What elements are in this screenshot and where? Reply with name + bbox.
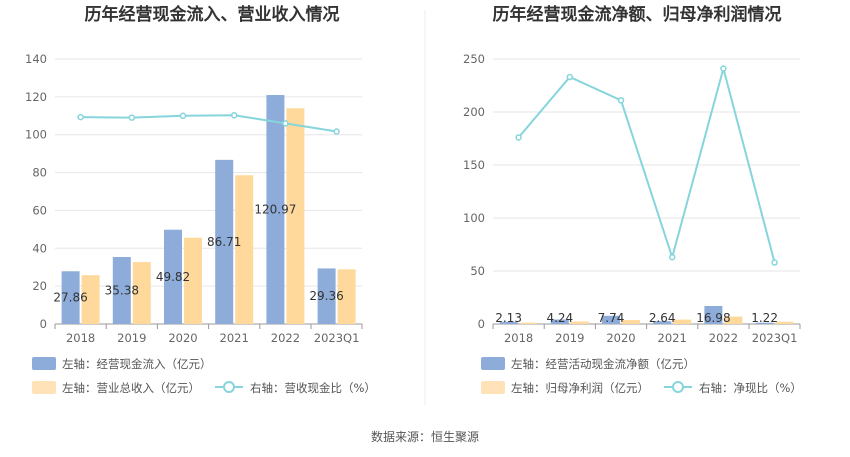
x-tick-label: 2020 [168, 331, 197, 345]
bar-data-label: 120.97 [254, 203, 296, 217]
bar-secondary [184, 237, 202, 324]
y-tick-label: 50 [470, 264, 485, 278]
bar-data-label: 2.64 [649, 311, 676, 325]
ratio-line [80, 114, 337, 133]
legend-swatch-bar-secondary [32, 381, 56, 394]
bar-primary [215, 159, 234, 324]
bar-data-label: 1.22 [751, 311, 778, 325]
legend-line-marker [672, 381, 684, 393]
bar-primary [602, 315, 620, 324]
bar-data-label: 49.82 [156, 270, 190, 284]
ratio-point [128, 114, 136, 121]
ratio-point [230, 111, 238, 119]
bar-primary [653, 321, 672, 324]
bar-secondary [570, 321, 589, 324]
bar-data-label: 2.13 [495, 311, 522, 325]
bar-primary [317, 268, 336, 324]
x-tick-label: 2021 [658, 331, 687, 345]
ratio-point [77, 113, 84, 121]
ratio-point [333, 128, 340, 135]
left-chart: 0 20 40 60 80 100 120 140 2018 2019 2020 2021 2022 20… [25, 52, 363, 345]
bar-secondary [132, 262, 151, 324]
right-chart: 0 50 100 150 200 250 2018 2019 2020 2021 2022 2023Q… [463, 52, 801, 345]
bar-data-label: 4.24 [546, 311, 573, 325]
bar-data-label: 86.71 [207, 235, 241, 249]
x-tick-label: 2018 [504, 331, 533, 345]
legend-swatch-bar-primary [481, 357, 505, 370]
bar-secondary [673, 319, 692, 324]
ratio-point [617, 97, 625, 104]
bar-secondary [81, 275, 100, 324]
bar-secondary [235, 175, 254, 324]
y-tick-label: 100 [463, 211, 485, 225]
bar-primary [266, 95, 285, 324]
x-tick-label: 2018 [66, 331, 95, 345]
ratio-point [668, 253, 676, 261]
bar-secondary [519, 322, 538, 324]
bar-secondary [775, 321, 794, 324]
bar-secondary [622, 320, 640, 324]
ratio-point [566, 73, 574, 81]
bar-secondary [286, 108, 305, 324]
bar-data-label: 27.86 [53, 291, 87, 305]
y-tick-label: 0 [40, 317, 47, 331]
x-tick-label: 2019 [555, 331, 584, 345]
legend-label: 左轴：归母净利润（亿元） [511, 381, 649, 395]
ratio-line [517, 64, 776, 263]
legend-swatch-bar-primary [32, 357, 56, 370]
bar-primary [755, 322, 774, 324]
bar-secondary [337, 269, 356, 324]
legend-label: 左轴：经营活动现金流净额（亿元） [511, 357, 695, 371]
bar-primary [164, 229, 182, 324]
y-tick-label: 60 [32, 203, 47, 217]
bar-primary [112, 257, 131, 324]
y-tick-label: 200 [463, 105, 485, 119]
ratio-point [515, 134, 522, 141]
bar-primary [704, 306, 723, 324]
x-tick-label: 2022 [271, 331, 300, 345]
legend-label: 左轴：经营现金流入（亿元） [62, 357, 212, 371]
legend-label: 右轴：营收现金比（%） [250, 381, 376, 395]
y-tick-label: 120 [25, 90, 47, 104]
x-tick-label: 2023Q1 [314, 331, 360, 345]
bar-data-label: 35.38 [105, 284, 139, 298]
y-tick-label: 140 [25, 52, 47, 66]
bar-primary [550, 319, 569, 324]
bar-data-label: 29.36 [309, 289, 343, 303]
ratio-point [771, 259, 778, 266]
ratio-point [720, 65, 727, 72]
y-tick-label: 40 [32, 241, 47, 255]
ratio-point [282, 120, 289, 127]
y-tick-label: 0 [478, 317, 485, 331]
y-tick-label: 20 [32, 279, 47, 293]
bar-primary [499, 321, 518, 324]
bar-secondary [724, 316, 743, 324]
legend-line-marker [223, 381, 235, 393]
left-legend: 左轴：经营现金流入（亿元） 左轴：营业总收入（亿元） 右轴：营收现金比（%） [32, 357, 376, 395]
y-tick-label: 80 [32, 166, 47, 180]
right-legend: 左轴：经营活动现金流净额（亿元） 左轴：归母净利润（亿元） 右轴：净现比（%） [481, 357, 802, 395]
y-tick-label: 250 [463, 52, 485, 66]
data-source-label: 数据来源：恒生聚源 [371, 429, 479, 444]
y-tick-label: 100 [25, 128, 47, 142]
x-tick-label: 2019 [117, 331, 146, 345]
legend-swatch-bar-secondary [481, 381, 505, 394]
ratio-point [179, 112, 187, 120]
bar-data-label: 16.98 [696, 311, 730, 325]
x-tick-label: 2023Q1 [752, 331, 798, 345]
left-chart-title: 历年经营现金流入、营业收入情况 [85, 4, 340, 25]
x-tick-label: 2020 [606, 331, 635, 345]
x-tick-label: 2022 [709, 331, 738, 345]
right-chart-title: 历年经营现金流净额、归母净利润情况 [493, 4, 782, 25]
bar-primary [61, 271, 80, 324]
bar-data-label: 7.74 [598, 311, 625, 325]
legend-label: 右轴：净现比（%） [699, 381, 802, 395]
legend-label: 左轴：营业总收入（亿元） [62, 381, 200, 395]
y-tick-label: 150 [463, 158, 485, 172]
x-tick-label: 2021 [220, 331, 249, 345]
